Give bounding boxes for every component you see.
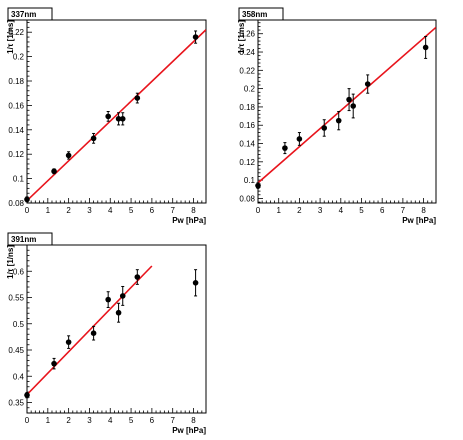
data-point bbox=[90, 135, 97, 142]
x-tick-label: 8 bbox=[191, 206, 196, 215]
y-tick-label: 0.6 bbox=[13, 267, 25, 276]
x-tick-label: 0 bbox=[25, 416, 30, 425]
data-point bbox=[134, 95, 141, 101]
y-tick-label: 0.16 bbox=[239, 121, 255, 130]
fit-line bbox=[27, 29, 206, 202]
data-point bbox=[134, 274, 141, 280]
y-tick-label: 0.45 bbox=[8, 346, 24, 355]
x-tick-label: 1 bbox=[46, 416, 51, 425]
y-tick-label: 0.22 bbox=[239, 66, 255, 75]
panel-1: 337nm 0 1 2 3 4 5 6 7 8 0.08 0.1 0.12 0.14 0.16 0.18 0.2… bbox=[6, 7, 207, 225]
data-point bbox=[51, 168, 57, 175]
y-tick-label: 0.16 bbox=[8, 101, 24, 110]
data-point bbox=[350, 103, 357, 109]
y-tick-label: 0.55 bbox=[8, 294, 24, 303]
panel-title: 358nm bbox=[242, 10, 267, 19]
x-tick-label: 6 bbox=[150, 416, 155, 425]
plot-frame bbox=[257, 19, 437, 204]
x-tick-label: 0 bbox=[256, 206, 261, 215]
x-tick-label: 1 bbox=[276, 206, 281, 215]
data-point bbox=[51, 360, 57, 367]
x-tick-label: 3 bbox=[87, 416, 92, 425]
x-tick-label: 2 bbox=[297, 206, 302, 215]
data-point bbox=[115, 309, 122, 316]
x-tick-label: 8 bbox=[191, 416, 196, 425]
x-tick-label: 4 bbox=[339, 206, 344, 215]
data-point bbox=[24, 196, 30, 203]
y-tick-label: 0.08 bbox=[239, 194, 255, 203]
data-point bbox=[364, 81, 371, 87]
y-tick-label: 0.14 bbox=[8, 126, 24, 135]
y-tick-label: 0.5 bbox=[13, 320, 25, 329]
y-tick-label: 0.26 bbox=[239, 30, 255, 39]
data-point bbox=[255, 182, 261, 189]
x-tick-label: 5 bbox=[359, 206, 364, 215]
data-point bbox=[115, 116, 122, 122]
data-point bbox=[105, 296, 111, 303]
y-tick-label: 0.18 bbox=[239, 103, 255, 112]
x-tick-label: 1 bbox=[46, 206, 51, 215]
x-tick-label: 6 bbox=[380, 206, 385, 215]
y-tick-label: 0.4 bbox=[13, 372, 25, 381]
data-point bbox=[346, 96, 352, 103]
fit-line bbox=[27, 265, 153, 396]
y-tick-label: 0.22 bbox=[8, 28, 24, 37]
x-tick-label: 3 bbox=[318, 206, 323, 215]
y-tick-label: 0.2 bbox=[13, 53, 25, 62]
data-point bbox=[65, 152, 72, 159]
data-point bbox=[119, 116, 126, 122]
x-tick-label: 3 bbox=[87, 206, 92, 215]
y-tick-label: 0.2 bbox=[244, 85, 256, 94]
x-tick-label: 7 bbox=[170, 416, 175, 425]
x-tick-label: 7 bbox=[170, 206, 175, 215]
y-tick-label: 0.14 bbox=[239, 140, 255, 149]
x-axis-title: Pw [hPa] bbox=[402, 216, 436, 225]
y-tick-label: 0.08 bbox=[8, 199, 24, 208]
x-tick-label: 6 bbox=[150, 206, 155, 215]
data-point bbox=[335, 117, 342, 124]
data-point bbox=[24, 392, 30, 398]
y-tick-label: 0.24 bbox=[239, 48, 255, 57]
x-tick-label: 8 bbox=[421, 206, 426, 215]
data-point bbox=[192, 34, 199, 40]
y-tick-label: 0.18 bbox=[8, 77, 24, 86]
panel-2: 358nm 0 1 2 3 4 5 6 7 8 0.08 0.1 0.12 0.14 0.16 0.18 0.2… bbox=[237, 7, 437, 225]
data-point bbox=[321, 125, 328, 131]
x-tick-label: 4 bbox=[108, 206, 113, 215]
y-tick-label: 0.12 bbox=[8, 150, 24, 159]
y-tick-label: 0.1 bbox=[244, 176, 256, 185]
x-tick-label: 4 bbox=[108, 416, 113, 425]
y-axis-title: 1/τ [1/ns] bbox=[6, 245, 15, 279]
plot-frame bbox=[26, 19, 207, 204]
panel-title: 337nm bbox=[11, 10, 36, 19]
data-point bbox=[422, 44, 429, 51]
data-point bbox=[282, 145, 288, 151]
x-tick-label: 7 bbox=[401, 206, 406, 215]
x-tick-label: 2 bbox=[66, 416, 71, 425]
panel-3: 391nm 0 1 2 3 4 5 6 7 8 0.35 0.4 0.45 0.5 0.55 0.6 Pw [h… bbox=[6, 232, 207, 435]
data-point bbox=[105, 113, 111, 120]
x-axis-title: Pw [hPa] bbox=[172, 216, 206, 225]
x-tick-label: 2 bbox=[66, 206, 71, 215]
data-point bbox=[90, 330, 97, 337]
panel-title: 391nm bbox=[11, 235, 36, 244]
y-axis-title: 1/τ [1/ns] bbox=[6, 20, 15, 54]
y-tick-label: 0.1 bbox=[13, 175, 25, 184]
fit-line bbox=[258, 26, 436, 184]
data-point bbox=[119, 293, 126, 299]
y-tick-label: 0.35 bbox=[8, 399, 24, 408]
data-point bbox=[192, 280, 199, 286]
x-tick-label: 5 bbox=[129, 206, 134, 215]
y-tick-label: 0.12 bbox=[239, 158, 255, 167]
data-point bbox=[65, 339, 72, 345]
data-point bbox=[296, 136, 303, 142]
x-axis-title: Pw [hPa] bbox=[172, 426, 206, 435]
y-axis-title: 1/τ [1/ns] bbox=[237, 20, 246, 54]
x-tick-label: 5 bbox=[129, 416, 134, 425]
x-tick-label: 0 bbox=[25, 206, 30, 215]
